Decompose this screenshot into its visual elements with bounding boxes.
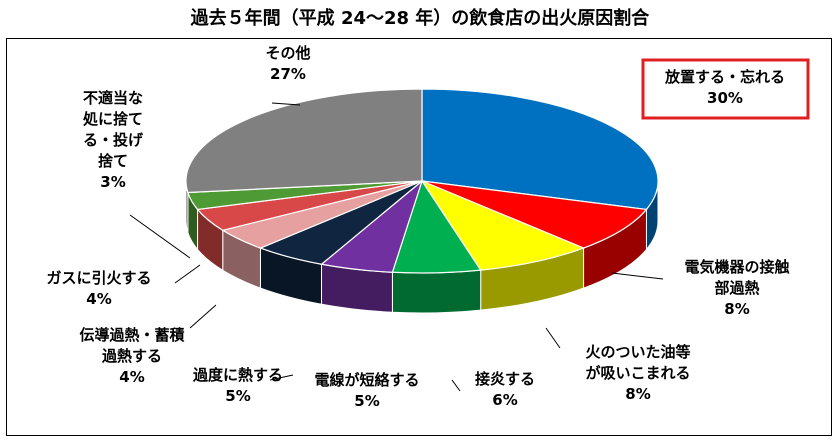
- slice-label-line: 4%: [86, 290, 111, 308]
- leader-line: [269, 374, 294, 381]
- slice-label-line: 捨て: [98, 152, 128, 170]
- slice-label-line: 8%: [625, 385, 650, 403]
- slice-label-line: 接炎する: [475, 370, 535, 388]
- slice-label-line: 電気機器の接触: [684, 258, 789, 276]
- leader-line: [129, 214, 191, 259]
- leader-line: [451, 379, 461, 392]
- slice-label-line: 過度に熱する: [192, 366, 283, 384]
- leader-line: [189, 304, 217, 329]
- leader-line: [174, 264, 201, 284]
- slice-label-line: その他: [265, 44, 310, 62]
- chart-frame: [6, 38, 832, 436]
- slice-label: 電線が短絡する 5%: [314, 371, 419, 410]
- slice-label-line: 27%: [270, 65, 306, 83]
- slice-label-line: 4%: [119, 368, 144, 386]
- slice-label: 接炎する 6%: [475, 370, 535, 409]
- slice-label-line: 過熱する: [101, 347, 162, 365]
- slice-label-line: 5%: [225, 387, 250, 405]
- leader-line: [611, 272, 664, 280]
- pie-sides: [185, 180, 659, 314]
- slice-label-line: る・投げ: [83, 131, 144, 149]
- slice-label-line: 火のついた油等: [585, 343, 690, 361]
- slice-label-line: 8%: [724, 300, 749, 318]
- slice-2: [420, 179, 586, 271]
- pie-tops: [185, 88, 659, 274]
- slice-label-line: 3%: [100, 173, 125, 191]
- slice-label-line: ガスに引火する: [46, 269, 151, 287]
- slice-9: [185, 88, 423, 194]
- slice-side: [391, 269, 482, 314]
- slice-label-line: 伝導過熱・蓄積: [79, 326, 185, 344]
- leader-line: [545, 327, 561, 349]
- slice-1: [421, 180, 648, 249]
- slice-label-line: 部過熱: [714, 279, 759, 297]
- slice-label-line: 6%: [492, 391, 517, 409]
- slice-label-line: 電線が短絡する: [314, 371, 419, 389]
- slice-label-line: 不適当な: [83, 89, 143, 107]
- slice-label: その他 27%: [265, 44, 310, 83]
- leader-lines: [129, 102, 664, 392]
- slice-label: 過度に熱する 5%: [192, 366, 283, 405]
- slice-label-line: 処に捨て: [82, 110, 143, 128]
- slice-label-line: 30%: [707, 89, 743, 107]
- slice-label: ガスに引火する 4%: [46, 269, 151, 308]
- slice-label-line: 放置する・忘れる: [664, 68, 785, 86]
- chart-title: 過去５年間（平成 24～28 年）の飲食店の出火原因割合: [190, 8, 650, 29]
- slice-0: [421, 88, 659, 211]
- slice-label-line: 5%: [354, 392, 379, 410]
- slice-label: 放置する・忘れる 30%: [664, 68, 785, 107]
- leader-line: [271, 102, 301, 106]
- slice-label-line: が吸いこまれる: [585, 364, 690, 382]
- highlight-box: [641, 58, 810, 120]
